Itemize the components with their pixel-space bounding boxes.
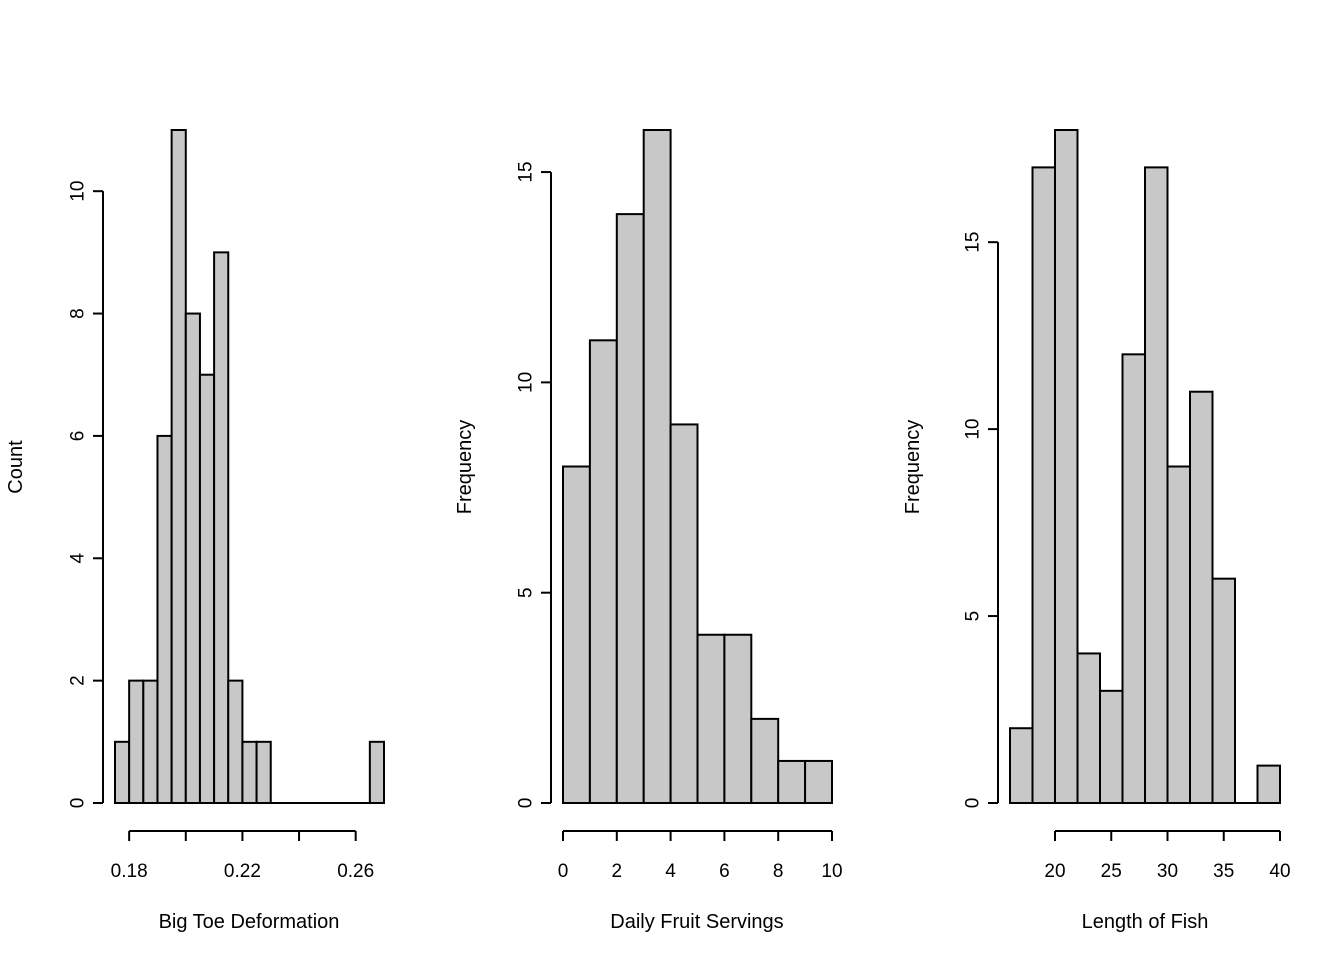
x-tick-label: 0.26	[337, 861, 374, 882]
histogram-bar	[1166, 465, 1191, 804]
y-tick-label: 10	[516, 372, 537, 393]
histogram-bar	[198, 373, 216, 804]
histogram-bar	[1189, 390, 1214, 804]
y-tick-label: 0	[516, 798, 537, 809]
histogram-bar	[1211, 577, 1236, 805]
histogram-bar	[213, 251, 230, 804]
x-tick-label: 2	[612, 861, 623, 882]
x-tick-label: 40	[1269, 861, 1290, 882]
histogram-bar	[804, 759, 833, 804]
x-axis-title: Daily Fruit Servings	[610, 911, 783, 933]
x-tick-label: 25	[1101, 861, 1122, 882]
histogram-bar	[114, 740, 131, 804]
histogram-bar	[750, 717, 780, 804]
x-tick-label: 20	[1044, 861, 1065, 882]
histogram-bar	[642, 129, 672, 804]
histogram-bar	[615, 213, 645, 804]
y-tick-label: 10	[68, 181, 89, 202]
panel-big-toe-deformation: Big Toe Deformation Count 0 2 4 6 8 10 0.18 0.2…	[5, 129, 385, 933]
y-tick-label: 5	[963, 611, 984, 622]
histogram-bar	[777, 759, 807, 804]
y-tick-label: 6	[68, 431, 89, 442]
x-tick-label: 10	[821, 861, 842, 882]
y-axis-title: Frequency	[902, 420, 924, 515]
histogram-bar	[1031, 166, 1056, 804]
histogram-bar	[227, 679, 244, 804]
y-tick-label: 2	[68, 675, 89, 686]
x-axis-title: Length of Fish	[1082, 911, 1209, 933]
x-tick-label: 0.18	[111, 861, 148, 882]
histogram-bar	[1099, 689, 1124, 804]
x-axis-title: Big Toe Deformation	[159, 911, 340, 933]
x-tick-label: 0.22	[224, 861, 261, 882]
y-tick-label: 15	[963, 232, 984, 253]
x-tick-label: 6	[719, 861, 730, 882]
histogram-bar	[184, 312, 201, 804]
y-tick-label: 8	[68, 308, 89, 319]
histogram-bar	[1009, 727, 1034, 805]
y-tick-label: 4	[68, 553, 89, 564]
y-tick-label: 0	[963, 798, 984, 809]
y-axis-title: Frequency	[454, 420, 476, 515]
histogram-bar	[1054, 129, 1079, 804]
x-tick-label: 0	[558, 861, 569, 882]
x-tick-label: 8	[773, 861, 784, 882]
histogram-bar	[170, 129, 187, 804]
y-tick-label: 10	[963, 419, 984, 440]
x-tick-label: 4	[665, 861, 676, 882]
y-tick-label: 0	[68, 798, 89, 809]
histogram-bar	[1076, 652, 1101, 805]
histogram-bar	[255, 740, 272, 804]
panel-length-of-fish: Length of Fish Frequency 0 5 10 15 20 25 30 35 4…	[902, 129, 1291, 933]
x-tick-label: 35	[1213, 861, 1234, 882]
y-tick-label: 5	[516, 587, 537, 598]
histogram-bar	[696, 633, 726, 804]
x-tick-label: 30	[1157, 861, 1178, 882]
y-tick-label: 15	[516, 161, 537, 182]
histogram-bar	[1256, 764, 1281, 804]
histogram-bar	[1144, 166, 1169, 804]
histogram-bar	[669, 423, 699, 804]
y-axis-title: Count	[5, 440, 27, 494]
histogram-bar	[1121, 353, 1146, 804]
histogram-bar	[241, 740, 258, 804]
histogram-bar	[128, 679, 145, 804]
panel-daily-fruit-servings: Daily Fruit Servings Frequency 0 5 10 15 0 2 4…	[454, 129, 843, 933]
histogram-bar	[368, 740, 385, 804]
histogram-bar	[156, 434, 173, 804]
histogram-bar	[142, 679, 159, 804]
histogram-bar	[723, 633, 753, 804]
histogram-bar	[588, 339, 618, 804]
histogram-bar	[562, 465, 591, 804]
